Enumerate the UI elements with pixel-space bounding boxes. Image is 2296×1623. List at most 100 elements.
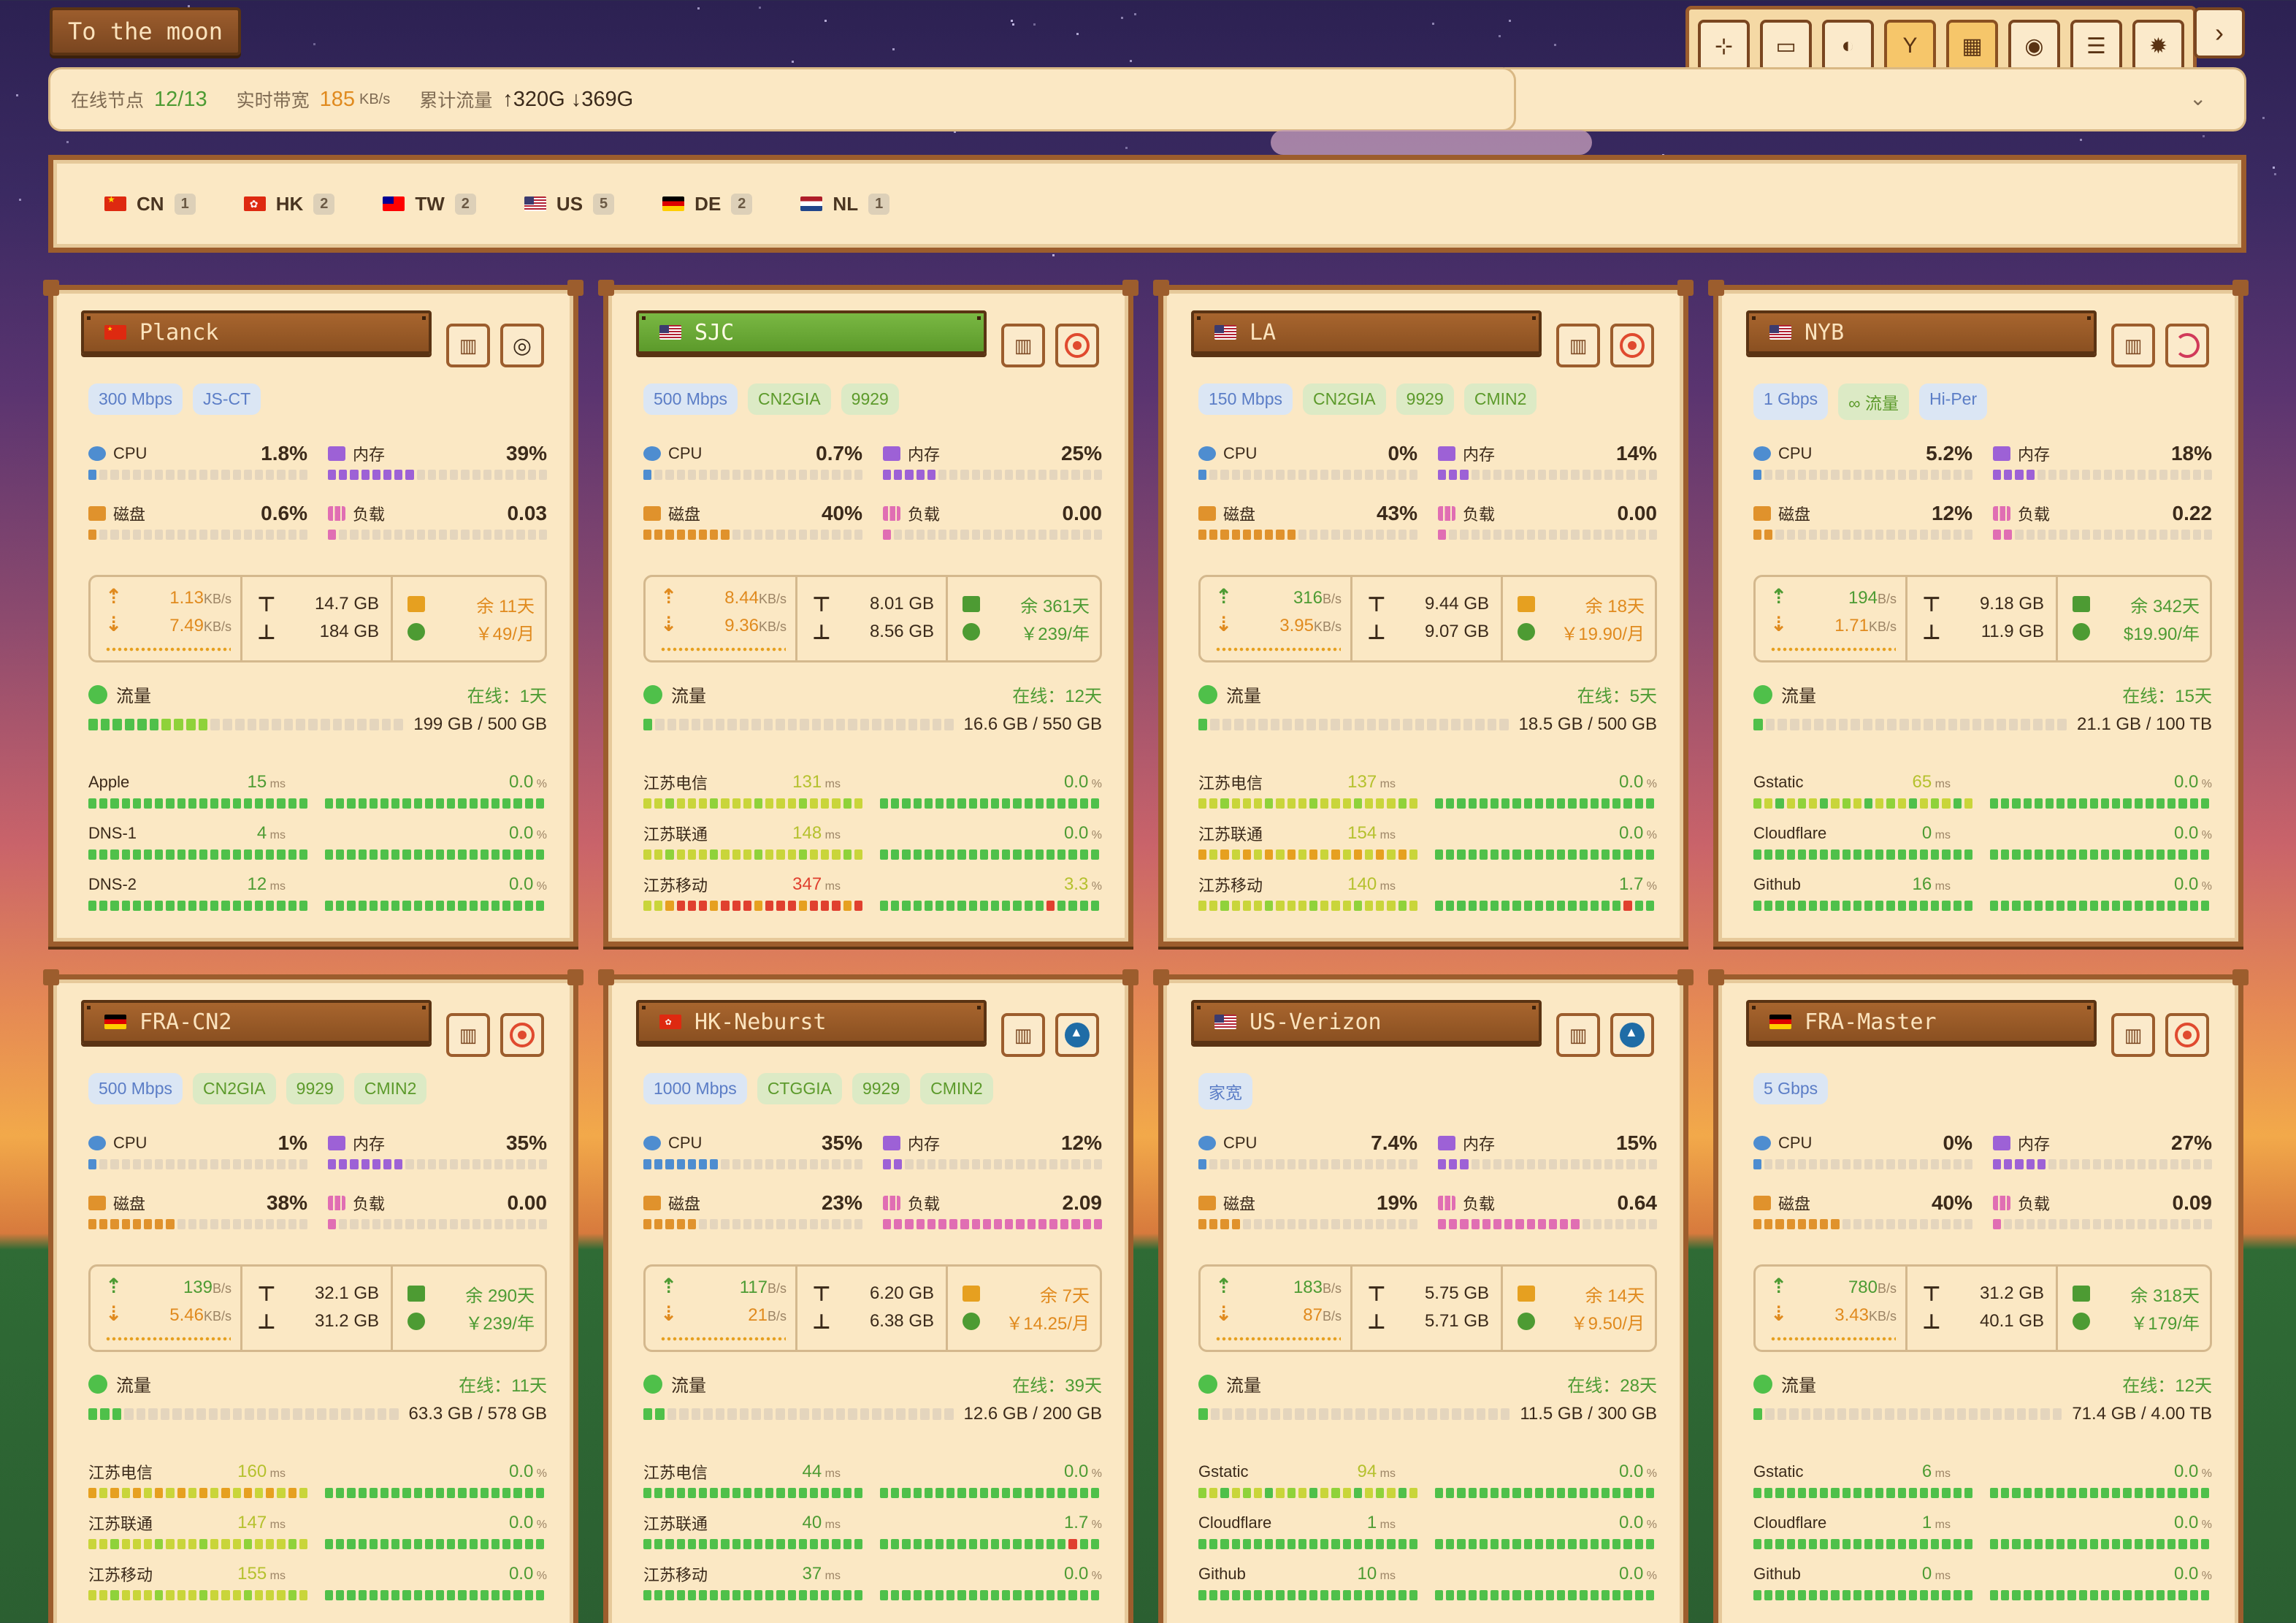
os-button[interactable] (1055, 324, 1099, 367)
bar-segment (1282, 1408, 1293, 1420)
bar-segment (2089, 798, 2099, 809)
bar-segment (1379, 719, 1388, 730)
bar-segment (2023, 849, 2032, 860)
bar-segment (1468, 901, 1477, 911)
region-filter-cn[interactable]: CN 1 (104, 193, 196, 215)
os-button[interactable]: ◎ (500, 324, 544, 367)
arch-logo-icon (1065, 1023, 1090, 1047)
os-button[interactable] (500, 1013, 544, 1057)
bar-segment (1415, 719, 1425, 730)
chart-button[interactable]: ▥ (1001, 324, 1045, 367)
bar-segment (1864, 1159, 1873, 1169)
bar-segment (1842, 1219, 1851, 1229)
traffic-usage: 16.6 GB / 550 GB (963, 714, 1102, 734)
memory-icon (328, 1136, 345, 1150)
bar-segment (1557, 849, 1566, 860)
bar-segment (1209, 1219, 1218, 1229)
chart-button[interactable]: ▥ (1556, 1013, 1600, 1057)
bar-segment (2070, 470, 2079, 480)
chart-button[interactable]: ▥ (1001, 1013, 1045, 1057)
chart-button[interactable]: ▥ (446, 1013, 490, 1057)
upload-speed: 183 (1293, 1278, 1323, 1297)
bar-segment (2178, 1590, 2187, 1600)
loss-history-bar (880, 901, 1100, 911)
bar-segment (1409, 530, 1418, 540)
os-button[interactable] (1610, 324, 1654, 367)
settings-button[interactable]: ✹ (2132, 20, 2184, 72)
bar-segment (345, 719, 355, 730)
chart-button[interactable]: ▥ (2111, 324, 2155, 367)
region-filter-hk[interactable]: HK 2 (243, 193, 335, 215)
bar-segment (458, 798, 467, 809)
moon-button[interactable]: ◐ (1822, 20, 1874, 72)
sliders-button[interactable]: ☰ (2070, 20, 2122, 72)
bar-segment (810, 530, 819, 540)
bar-segment (994, 470, 1003, 480)
billing-info: 余 14天 ￥9.50/月 (1503, 1267, 1655, 1350)
os-button[interactable] (1055, 1013, 1099, 1057)
bar-segment (1210, 719, 1220, 730)
region-filter-de[interactable]: DE 2 (662, 193, 753, 215)
chart-button[interactable]: ▥ (446, 324, 490, 367)
bar-segment (1387, 849, 1396, 860)
traffic-section: 流量 在线：1天 199 GB / 500 GB (88, 681, 547, 735)
bar-segment (1931, 849, 1940, 860)
os-button[interactable] (1610, 1013, 1654, 1057)
bar-segment (1931, 798, 1940, 809)
region-filter-nl[interactable]: NL 1 (800, 193, 890, 215)
bar-segment (336, 1488, 345, 1498)
server-name-plate[interactable]: HK-Neburst (636, 1000, 987, 1044)
bar-segment (166, 798, 175, 809)
region-filter-tw[interactable]: TW 2 (383, 193, 476, 215)
monitor-button[interactable]: ▭ (1760, 20, 1812, 72)
bar-segment (383, 1219, 392, 1229)
os-button[interactable] (2165, 324, 2209, 367)
chart-button[interactable]: ▥ (1556, 324, 1600, 367)
server-name-plate[interactable]: US-Verizon (1191, 1000, 1542, 1044)
region-filter-us[interactable]: US 5 (524, 193, 615, 215)
bar-segment (2037, 530, 2046, 540)
bar-segment (1376, 530, 1385, 540)
bar-segment (1057, 798, 1066, 809)
palette-button[interactable]: ◉ (2008, 20, 2060, 72)
bar-segment (1090, 1488, 1100, 1498)
total-down-icon: ⊥ (812, 620, 831, 644)
stats-bar[interactable]: 在线节点 12/13 实时带宽 185 KB/s 累计流量 ↑320G ↓369… (48, 67, 1516, 131)
server-name-plate[interactable]: Planck (81, 310, 432, 354)
server-card[interactable]: NYB ▥ 1 Gbps ∞ 流量 Hi-Per CPU 5.2% 内存 18% 磁盘 1… (1708, 280, 2249, 947)
ping-target: 江苏移动 (88, 1566, 153, 1584)
bar-segment (913, 901, 922, 911)
server-name-plate[interactable]: FRA-CN2 (81, 1000, 432, 1044)
server-name-plate[interactable]: NYB (1746, 310, 2097, 354)
server-card[interactable]: LA ▥ 150 Mbps CN2GIA 9929 CMIN2 CPU 0% 内存 14%… (1153, 280, 1694, 947)
bar-segment (339, 470, 348, 480)
server-name-plate[interactable]: FRA-Master (1746, 1000, 2097, 1044)
chart-button[interactable]: ▥ (2111, 1013, 2155, 1057)
download-unit: KB/s (203, 619, 231, 634)
bar-segment (1942, 1159, 1951, 1169)
antenna-button[interactable]: Y (1884, 20, 1936, 72)
server-card[interactable]: FRA-Master ▥ 5 Gbps CPU 0% 内存 27% 磁盘 40% 负载… (1708, 969, 2249, 1623)
collapse-stats-icon[interactable]: ⌄ (2189, 87, 2207, 110)
os-button[interactable] (2165, 1013, 2209, 1057)
bar-segment (643, 1488, 652, 1498)
server-card[interactable]: FRA-CN2 ▥ 500 Mbps CN2GIA 9929 CMIN2 CPU 1% … (43, 969, 583, 1623)
bar-segment (751, 719, 761, 730)
bar-segment (2078, 1590, 2087, 1600)
expand-toolbar-button[interactable]: › (2194, 7, 2245, 58)
bar-segment (1612, 849, 1621, 860)
grid-button[interactable]: ▦ (1946, 20, 1998, 72)
server-name-plate[interactable]: SJC (636, 310, 987, 354)
bar-segment (483, 470, 492, 480)
loss-history-bar (880, 798, 1100, 809)
move-button[interactable]: ⊹ (1698, 20, 1750, 72)
server-card[interactable]: SJC ▥ 500 Mbps CN2GIA 9929 CPU 0.7% 内存 25% 磁… (598, 280, 1139, 947)
bar-segment (1435, 901, 1444, 911)
server-name-plate[interactable]: LA (1191, 310, 1542, 354)
app-title-button[interactable]: To the moon (50, 7, 241, 56)
bar-segment (821, 1488, 830, 1498)
scroll-handle[interactable] (1271, 130, 1592, 155)
